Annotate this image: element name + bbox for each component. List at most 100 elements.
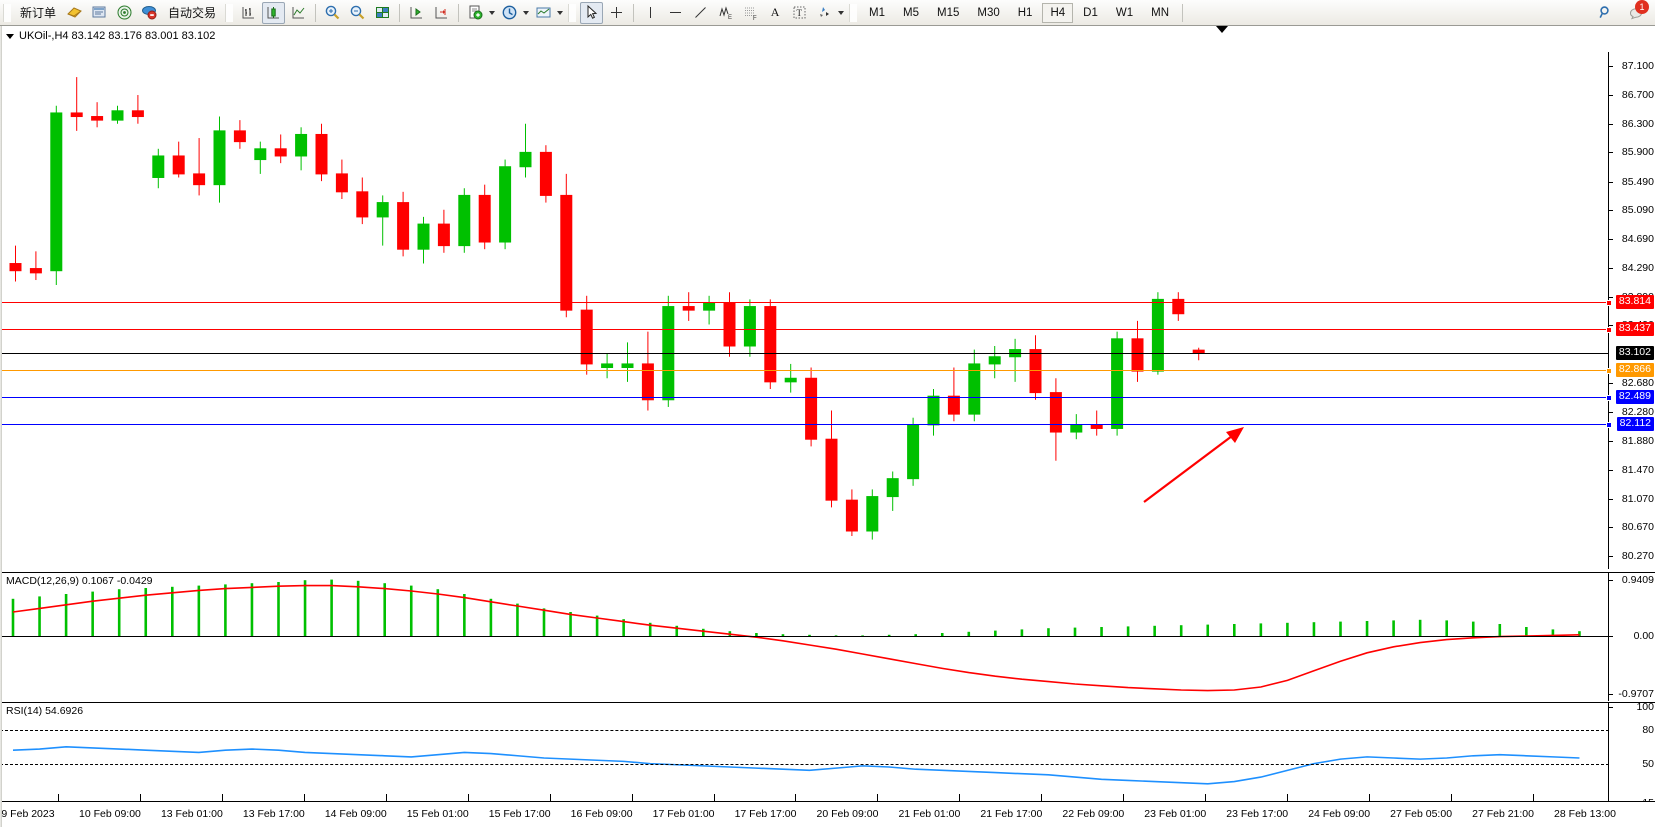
auto-trading-icon[interactable] (138, 2, 161, 24)
collapse-triangle-icon[interactable] (6, 33, 14, 39)
search-icon[interactable] (1594, 2, 1617, 24)
symbol-header[interactable]: UKOil-,H4 83.142 83.176 83.001 83.102 (6, 30, 215, 42)
price-panel[interactable]: 87.100 86.700 86.300 85.900 85.490 85.090 84.6… (0, 52, 1655, 569)
timeframe-mn[interactable]: MN (1151, 6, 1169, 19)
macd-series (11, 579, 1581, 692)
time-axis[interactable]: 9 Feb 2023 10 Feb 09:00 13 Feb 01:00 13 Feb… (0, 794, 1655, 827)
macd-label: MACD(12,26,9) 0.1067 -0.0429 (6, 575, 153, 587)
pivot-line[interactable] (0, 367, 1612, 374)
price-tick-label: 85.090 (1621, 204, 1654, 217)
trade-toolbar-group: 新订单 自动交易 (14, 0, 222, 26)
shapes-icon[interactable] (813, 2, 836, 24)
price-tick (1609, 152, 1613, 154)
macd-plot-area[interactable] (4, 573, 1609, 701)
price-level-tag[interactable]: 83.437 (1615, 322, 1654, 336)
macd-tick-label: -0.9707 (1618, 688, 1654, 701)
timeframe-d1[interactable]: D1 (1083, 6, 1098, 19)
chevron-down-icon-2[interactable] (523, 10, 530, 15)
zoom-in-icon[interactable] (321, 2, 344, 24)
price-tick-label: 81.880 (1621, 434, 1654, 447)
horizontal-line-icon[interactable] (664, 2, 687, 24)
fibonacci-icon[interactable]: F (739, 2, 762, 24)
chevron-down-icon-4[interactable] (838, 10, 845, 15)
chevron-down-icon[interactable] (489, 10, 496, 15)
chart-shift-icon[interactable] (405, 2, 428, 24)
bar-chart-icon[interactable] (237, 2, 260, 24)
price-tick (1609, 66, 1613, 68)
level-handle[interactable] (1606, 327, 1612, 333)
drawing-toolbar-grip[interactable] (568, 3, 577, 22)
timeframe-m1[interactable]: M1 (869, 6, 886, 19)
data-window-icon[interactable] (88, 2, 111, 24)
toolbar-divider-4 (633, 3, 635, 22)
price-level-tag[interactable]: 82.112 (1616, 417, 1654, 431)
price-tick-label: 80.670 (1621, 521, 1654, 534)
current-price-line[interactable] (0, 353, 1609, 355)
shift-group (404, 0, 454, 26)
level-handle[interactable] (1606, 394, 1612, 401)
zoom-out-icon[interactable] (346, 2, 369, 24)
line-chart-icon[interactable] (287, 2, 310, 24)
macd-axis[interactable]: 0.9409 0.00 -0.9707 (1608, 573, 1655, 701)
time-axis-separator (795, 794, 797, 802)
resistance-line[interactable] (0, 327, 1612, 333)
level-handle[interactable] (1606, 299, 1612, 306)
price-tick (1609, 498, 1613, 500)
new-order-button[interactable]: 新订单 (15, 2, 61, 24)
network-icon[interactable] (113, 2, 136, 24)
timeframe-m30[interactable]: M30 (977, 6, 1000, 19)
timeframe-h4[interactable]: H4 (1042, 2, 1074, 23)
cursor-icon[interactable] (580, 1, 604, 24)
templates-icon[interactable] (532, 2, 555, 24)
timeframe-w1[interactable]: W1 (1115, 6, 1134, 19)
charts-toolbar-grip[interactable] (225, 3, 234, 22)
price-level-tag[interactable]: 83.814 (1615, 294, 1654, 309)
toolbar-grip[interactable] (3, 3, 11, 22)
crosshair-icon[interactable] (605, 2, 628, 24)
macd-panel[interactable]: MACD(12,26,9) 0.1067 -0.0429 0.9409 0.00 -… (0, 572, 1655, 701)
timeframe-toolbar-grip[interactable] (849, 3, 858, 22)
rsi-plot-area[interactable] (4, 703, 1609, 821)
toolbar-divider-3 (458, 3, 460, 22)
trendline-icon[interactable] (689, 2, 712, 24)
tile-windows-icon[interactable] (371, 2, 394, 24)
period-icon[interactable] (498, 2, 521, 24)
time-axis-label: 21 Feb 17:00 (980, 808, 1043, 820)
timeframe-h1[interactable]: H1 (1017, 6, 1033, 19)
level-handle[interactable] (1606, 367, 1612, 374)
support-line[interactable] (0, 394, 1612, 401)
text-icon[interactable]: A (770, 5, 780, 19)
price-tick-label: 84.690 (1621, 233, 1654, 246)
add-indicator-icon[interactable] (464, 2, 487, 24)
time-axis-label: 20 Feb 09:00 (816, 808, 879, 820)
time-axis-separator (57, 794, 59, 802)
price-level-tag[interactable]: 83.102 (1615, 346, 1654, 361)
toolbar-divider (315, 3, 317, 22)
candlestick-chart-icon[interactable] (262, 1, 286, 24)
price-tick (1609, 181, 1613, 183)
level-handle[interactable] (1606, 422, 1612, 428)
support-line[interactable] (0, 422, 1612, 428)
auto-scroll-icon[interactable] (430, 2, 453, 24)
price-level-tag[interactable]: 82.489 (1615, 389, 1654, 404)
rsi-tick-label: 100 (1636, 701, 1654, 714)
time-axis-label: 27 Feb 21:00 (1472, 808, 1534, 820)
alerts-icon[interactable]: 1 (1625, 0, 1649, 24)
chart-window[interactable]: UKOil-,H4 83.142 83.176 83.001 83.102 87… (0, 26, 1655, 827)
elliott-wave-icon[interactable]: E (714, 2, 737, 24)
resistance-line[interactable] (0, 299, 1612, 306)
auto-trading-button[interactable]: 自动交易 (163, 2, 221, 24)
price-axis[interactable]: 87.100 86.700 86.300 85.900 85.490 85.090 84.6… (1608, 52, 1655, 569)
price-plot-area[interactable] (4, 52, 1609, 569)
main-toolbar[interactable]: 新订单 自动交易 (0, 0, 1655, 26)
vertical-line-icon[interactable] (639, 2, 662, 24)
macd-tick (1609, 579, 1613, 581)
price-level-tag[interactable]: 82.866 (1615, 362, 1654, 377)
chevron-down-icon-3[interactable] (557, 10, 564, 15)
time-axis-label: 16 Feb 09:00 (570, 808, 633, 820)
timeframe-m15[interactable]: M15 (937, 6, 960, 19)
expert-advisor-icon[interactable] (63, 2, 86, 24)
timeframe-m5[interactable]: M5 (903, 6, 919, 19)
price-tick (1609, 527, 1613, 529)
text-label-icon[interactable]: T (788, 2, 811, 24)
